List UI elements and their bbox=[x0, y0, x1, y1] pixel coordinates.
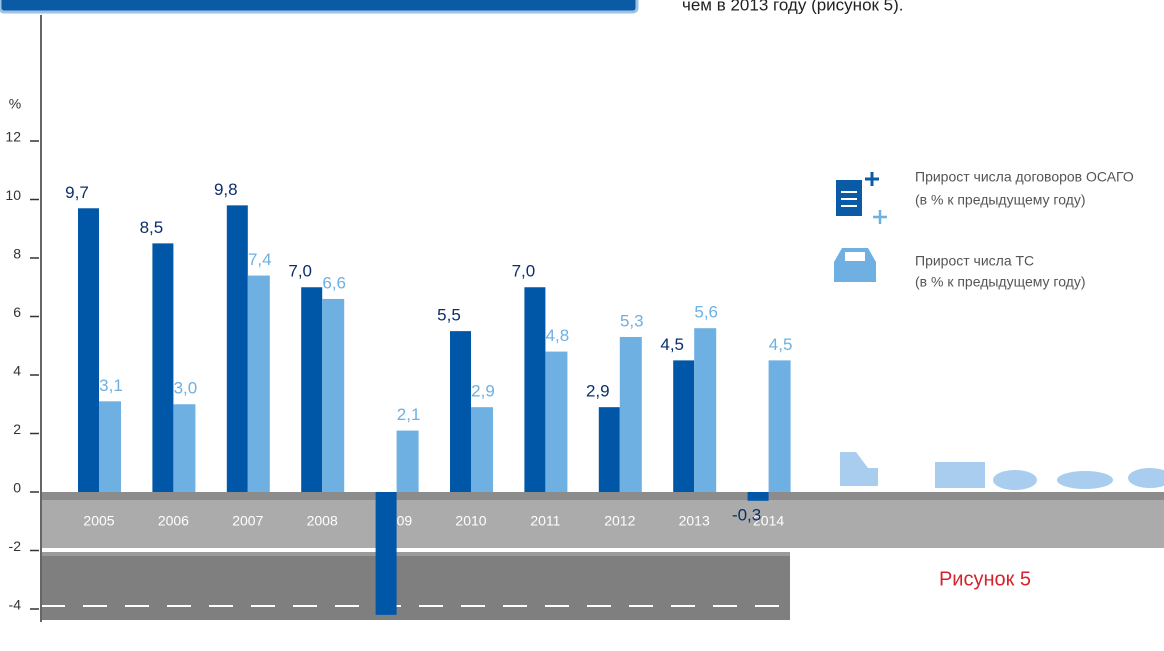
value-label: 7,4 bbox=[248, 250, 272, 269]
road-lane bbox=[41, 556, 790, 620]
bar bbox=[673, 360, 694, 492]
y-tick-label: -4 bbox=[9, 597, 22, 613]
legend-label: Прирост числа договоров ОСАГО bbox=[915, 169, 1134, 185]
value-label: 9,7 bbox=[65, 183, 89, 202]
value-label: 2,1 bbox=[397, 405, 421, 424]
y-tick-label: 4 bbox=[13, 363, 21, 379]
excavator bbox=[840, 452, 878, 486]
bar bbox=[227, 205, 248, 492]
bar bbox=[99, 401, 121, 492]
chart: чем в 2013 году (рисунок 5). % Рисунок 5… bbox=[0, 0, 1164, 646]
vehicles bbox=[840, 452, 1164, 490]
x-tick-label: 2006 bbox=[158, 513, 189, 529]
road-line bbox=[41, 548, 1164, 552]
y-tick-label: 10 bbox=[5, 187, 21, 203]
bar bbox=[620, 337, 642, 492]
y-tick-label: 8 bbox=[13, 246, 21, 262]
value-label: 4,5 bbox=[769, 335, 793, 354]
banner bbox=[0, 0, 637, 12]
legend-note: (в % к предыдущему году) bbox=[915, 192, 1086, 208]
value-label: 2,9 bbox=[471, 382, 495, 401]
bar bbox=[322, 299, 344, 492]
y-axis-label: % bbox=[9, 96, 21, 112]
y-tick-label: 2 bbox=[13, 421, 21, 437]
bar bbox=[301, 287, 322, 492]
car bbox=[1057, 471, 1113, 489]
value-label: 7,0 bbox=[512, 262, 536, 281]
bar bbox=[248, 276, 270, 492]
legend-note: (в % к предыдущему году) bbox=[915, 274, 1086, 290]
x-tick-label: 2013 bbox=[679, 513, 710, 529]
x-tick-label: 2011 bbox=[530, 513, 560, 529]
value-label: 2,9 bbox=[586, 382, 610, 401]
value-label: 9,8 bbox=[214, 180, 238, 199]
moto bbox=[993, 470, 1037, 490]
x-tick-label: 2010 bbox=[455, 513, 486, 529]
value-label: 3,1 bbox=[99, 376, 123, 395]
legend-icon-car bbox=[834, 210, 887, 282]
value-label: 8,5 bbox=[140, 218, 164, 237]
bar bbox=[545, 352, 567, 492]
car bbox=[1128, 468, 1164, 488]
bar bbox=[694, 328, 716, 492]
figure-caption: Рисунок 5 bbox=[939, 568, 1031, 590]
x-tick-label: 2007 bbox=[232, 513, 263, 529]
value-label: 6,6 bbox=[322, 273, 346, 292]
value-label: 5,5 bbox=[437, 306, 461, 325]
plus bbox=[865, 172, 879, 186]
road-strip bbox=[41, 500, 1164, 548]
legend-label: Прирост числа ТС bbox=[915, 253, 1034, 269]
y-tick-label: 0 bbox=[13, 480, 21, 496]
bar bbox=[78, 208, 99, 492]
value-label: 5,3 bbox=[620, 311, 644, 330]
y-tick-label: 12 bbox=[5, 129, 21, 145]
value-label: 4,5 bbox=[660, 335, 684, 354]
value-label: -0,3 bbox=[732, 505, 761, 524]
bar bbox=[376, 492, 397, 615]
header-text: чем в 2013 году (рисунок 5). bbox=[682, 0, 904, 14]
value-label: -4,2 bbox=[360, 619, 389, 638]
bar bbox=[769, 360, 791, 492]
car-window bbox=[845, 252, 865, 261]
bar bbox=[450, 331, 471, 492]
value-label: 5,6 bbox=[694, 303, 718, 322]
x-tick-label: 2005 bbox=[83, 513, 114, 529]
bar bbox=[524, 287, 545, 492]
road-edge bbox=[41, 492, 1164, 500]
y-tick-label: -2 bbox=[9, 538, 22, 554]
bar bbox=[599, 407, 620, 492]
plus bbox=[873, 210, 887, 224]
value-label: 7,0 bbox=[288, 262, 312, 281]
x-tick-label: 2012 bbox=[604, 513, 635, 529]
bar bbox=[397, 431, 419, 492]
y-tick-label: 6 bbox=[13, 304, 21, 320]
x-tick-label: 2008 bbox=[307, 513, 338, 529]
value-label: 4,8 bbox=[546, 326, 570, 345]
value-label: 3,0 bbox=[174, 379, 198, 398]
bar bbox=[471, 407, 493, 492]
truck bbox=[935, 462, 985, 488]
road-cut bbox=[790, 552, 1164, 646]
bar bbox=[173, 404, 195, 492]
legend-icon-doc bbox=[836, 172, 879, 216]
bar bbox=[748, 492, 769, 501]
bar bbox=[152, 243, 173, 492]
